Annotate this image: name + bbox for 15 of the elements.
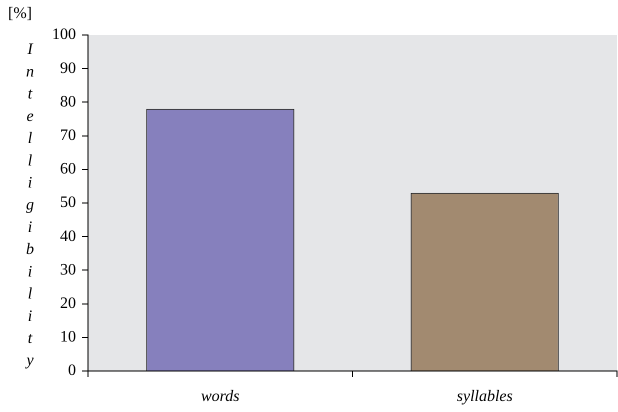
x-tick-label: words	[200, 388, 240, 405]
y-tick-label: 10	[60, 328, 76, 346]
y-tick-label: 100	[52, 26, 76, 44]
text: [%]	[8, 5, 32, 22]
y-tick-label: 50	[60, 194, 76, 212]
y-tick-label: 80	[60, 93, 76, 110]
y-tick-label: 70	[60, 127, 76, 144]
y-tick-label: 60	[60, 160, 76, 178]
y-tick-label: 0	[68, 362, 76, 380]
text: Intelligibility	[26, 41, 34, 370]
y-tick-label: 20	[60, 295, 76, 312]
y-tick-label: 30	[60, 261, 76, 278]
y-tick-label: 90	[60, 60, 76, 77]
x-tick-label: syllables	[456, 388, 513, 405]
y-tick-label: 40	[60, 228, 76, 245]
